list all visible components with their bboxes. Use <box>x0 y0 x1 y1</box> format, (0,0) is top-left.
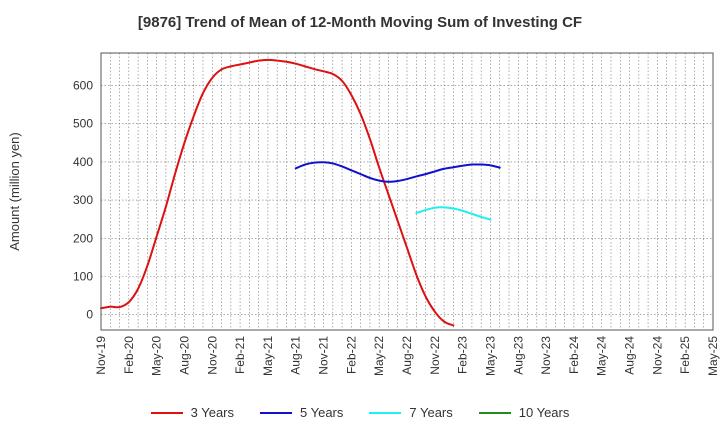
x-tick-label: Nov-23 <box>539 336 553 375</box>
x-tick-label: Aug-20 <box>177 336 191 375</box>
x-tick-label: Nov-19 <box>94 336 108 375</box>
legend-label: 3 Years <box>190 405 234 420</box>
legend-swatch <box>260 411 292 414</box>
x-tick-label: Feb-20 <box>122 336 136 374</box>
legend-item-5-years: 5 Years <box>260 405 343 420</box>
legend-swatch <box>150 411 183 414</box>
x-tick-label: May-24 <box>595 336 609 376</box>
series-lines <box>100 58 501 327</box>
x-tick-label: Aug-22 <box>400 336 414 375</box>
y-tick-label: 400 <box>73 155 93 169</box>
series-line-7-years <box>415 206 492 221</box>
legend: 3 Years 5 Years 7 Years 10 Years <box>0 405 720 420</box>
x-tick-label: May-25 <box>706 336 720 376</box>
y-tick-label: 300 <box>73 193 93 207</box>
legend-item-7-years: 7 Years <box>369 405 453 420</box>
x-tick-label: Nov-21 <box>317 336 331 375</box>
plot-border <box>100 52 714 331</box>
x-tick-label: Aug-24 <box>623 336 637 375</box>
y-tick-label: 0 <box>86 308 93 322</box>
x-tick-label: Feb-21 <box>233 336 247 374</box>
legend-item-10-years: 10 Years <box>478 405 570 420</box>
series-line-3-years <box>100 58 455 327</box>
y-tick-label: 200 <box>73 231 93 245</box>
chart-title: [9876] Trend of Mean of 12-Month Moving … <box>137 14 583 31</box>
legend-label: 5 Years <box>300 405 344 420</box>
x-tick-label: May-21 <box>261 336 275 376</box>
x-tick-label: Feb-23 <box>456 336 470 374</box>
legend-item-3-years: 3 Years <box>150 405 234 420</box>
y-axis-label: Amount (million yen) <box>7 132 22 251</box>
series-line-5-years <box>294 161 501 183</box>
y-tick-label: 500 <box>73 117 93 131</box>
x-tick-label: Nov-20 <box>205 336 219 375</box>
x-tick-label: May-23 <box>483 336 497 376</box>
y-axis-ticks: 0 100 200 300 400 500 600 <box>73 78 93 321</box>
x-tick-label: Feb-22 <box>344 336 358 374</box>
x-tick-label: Nov-24 <box>650 336 664 375</box>
legend-label: 7 Years <box>409 405 453 420</box>
legend-swatch <box>478 411 511 414</box>
x-tick-label: Aug-23 <box>511 336 525 375</box>
grid-lines <box>101 53 713 330</box>
x-axis-ticks: Nov-19 Feb-20 May-20 Aug-20 Nov-20 Feb-21 May-… <box>94 336 720 376</box>
x-tick-label: Nov-22 <box>428 336 442 375</box>
x-tick-label: Feb-25 <box>678 336 692 374</box>
x-tick-label: Aug-21 <box>289 336 303 375</box>
legend-swatch <box>369 411 402 414</box>
y-tick-label: 600 <box>73 78 93 92</box>
y-tick-label: 100 <box>73 270 93 284</box>
x-tick-label: May-20 <box>150 336 164 376</box>
x-tick-label: May-22 <box>372 336 386 376</box>
legend-label: 10 Years <box>518 405 570 420</box>
x-tick-label: Feb-24 <box>567 336 581 374</box>
